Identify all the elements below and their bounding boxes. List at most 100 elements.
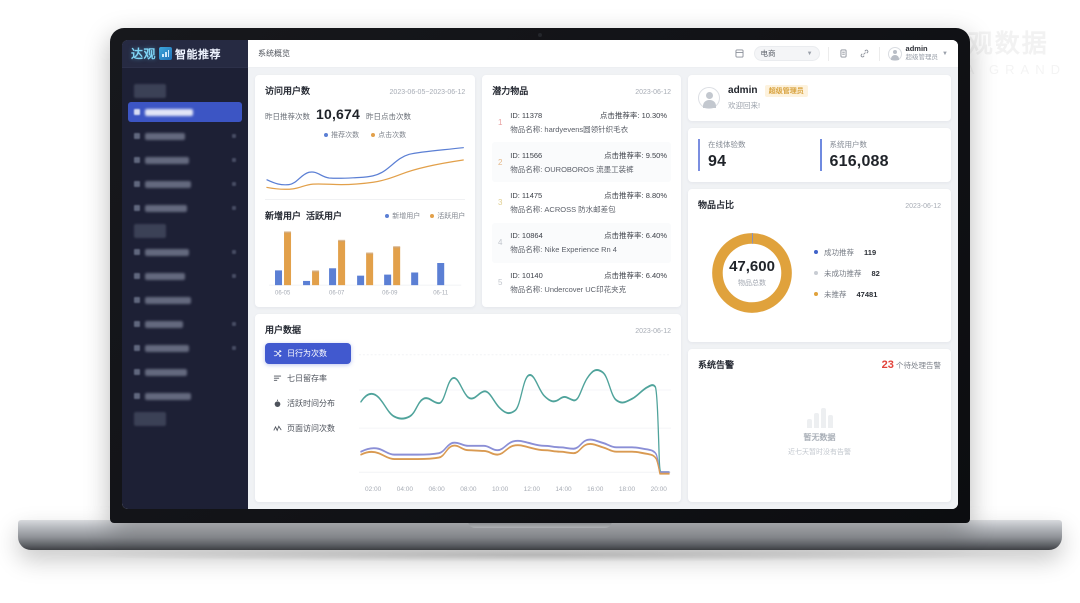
card-date: 2023-06-12 xyxy=(905,203,941,210)
sidebar-item-2[interactable] xyxy=(128,126,242,146)
empty-chart-icon xyxy=(806,407,833,428)
list-item[interactable]: 2 ID: 11566 点击推荐率: 9.50% 物品名称: OUROBORO xyxy=(492,142,672,183)
item-line-top: ID: 11378 点击推荐率: 10.30% xyxy=(510,110,667,121)
tab-label: 活跃时间分布 xyxy=(287,399,335,408)
legend-item[interactable]: 点击次数 xyxy=(371,130,406,140)
sidebar: 达观 智能推荐 xyxy=(122,40,248,509)
item-rank: 5 xyxy=(498,278,503,288)
item-rank: 3 xyxy=(498,198,503,207)
sidebar-item-icon xyxy=(134,321,140,327)
svg-text:06-05: 06-05 xyxy=(275,290,291,297)
sidebar-item-12[interactable] xyxy=(128,386,242,406)
chart-canvas xyxy=(359,343,672,484)
app-body: 达观 智能推荐 xyxy=(122,40,958,509)
stat-label-recommend: 昨日推荐次数 xyxy=(265,112,310,121)
bar-title-new: 新增用户 xyxy=(265,211,302,222)
alarm-count: 23 个待处理告警 xyxy=(882,359,941,371)
list-item[interactable]: 4 ID: 10864 点击推荐率: 6.40% 物品名称: Nike Exp xyxy=(492,222,672,263)
list-item[interactable]: 5 ID: 10140 点击推荐率: 6.40% 物品名称: Undercov xyxy=(492,263,671,303)
sidebar-item-9[interactable] xyxy=(128,314,242,334)
legend-label: 推荐次数 xyxy=(331,132,360,139)
doc-icon[interactable] xyxy=(837,47,850,60)
item-body: ID: 10140 点击推荐率: 6.40% 物品名称: Undercover … xyxy=(510,270,667,295)
tab-seven-day-retention[interactable]: 七日留存率 xyxy=(265,368,351,389)
item-rank: 2 xyxy=(498,157,503,167)
legend-item[interactable]: 新增用户 xyxy=(385,211,420,221)
card-header: 系统告警 23 个待处理告警 xyxy=(698,358,941,371)
role-badge: 超级管理员 xyxy=(764,85,808,97)
sidebar-item-label xyxy=(145,368,187,376)
chevron-right-icon xyxy=(232,158,236,162)
sidebar-item-6[interactable] xyxy=(128,242,242,262)
sidebar-group-title xyxy=(134,412,166,426)
item-ratio-donut-chart: 47,600 物品总数 xyxy=(704,225,800,321)
list-item[interactable]: 1 ID: 11378 点击推荐率: 10.30% 物品名称: hardyev xyxy=(492,102,671,142)
legend-item[interactable]: 未推荐 47481 xyxy=(814,289,941,300)
legend-item[interactable]: 活跃用户 xyxy=(430,211,465,221)
sidebar-item-11[interactable] xyxy=(128,362,242,382)
brand-logo[interactable]: 达观 智能推荐 xyxy=(122,40,248,68)
tab-active-time-distribution[interactable]: 活跃时间分布 xyxy=(265,393,351,414)
sidebar-item-label xyxy=(145,296,191,304)
welcome-user-name: admin xyxy=(728,85,758,97)
sidebar-nav xyxy=(122,68,248,509)
visit-users-card: 访问用户数 2023-06-05~2023-06-12 昨日推荐次数 10,67… xyxy=(255,75,476,307)
sidebar-item-overview[interactable] xyxy=(128,102,242,122)
legend-label: 活跃用户 xyxy=(437,212,466,220)
legend-dot-icon xyxy=(430,213,435,218)
sidebar-item-5[interactable] xyxy=(128,198,242,218)
legend-item[interactable]: 未成功推荐 82 xyxy=(814,268,941,279)
chevron-right-icon xyxy=(232,274,236,278)
sidebar-item-icon xyxy=(134,393,140,399)
kpi-card: 在线体验数 94 系统用户数 616,088 xyxy=(688,128,951,182)
user-role: 超级管理员 xyxy=(905,54,939,62)
chevron-right-icon xyxy=(232,322,236,326)
main-column: 系统概览 电商 ▼ xyxy=(248,40,958,509)
legend-item[interactable]: 推荐次数 xyxy=(324,130,359,140)
user-data-body: 日行为次数 七日留存率 xyxy=(265,343,672,493)
kpi-label: 在线体验数 xyxy=(708,140,746,149)
sidebar-item-7[interactable] xyxy=(128,266,242,286)
laptop-shadow xyxy=(60,548,1020,562)
layout-icon[interactable] xyxy=(733,47,746,60)
bar-chart-legend: 新增用户 活跃用户 xyxy=(385,211,465,221)
chevron-down-icon: ▼ xyxy=(942,50,948,57)
potential-items-card: 潜力物品 2023-06-12 1 xyxy=(482,75,682,307)
tab-page-visits[interactable]: 页面访问次数 xyxy=(265,418,351,439)
sidebar-item-label xyxy=(145,132,185,140)
sidebar-item-4[interactable] xyxy=(128,174,242,194)
page-title: 系统概览 xyxy=(258,49,290,58)
legend-item[interactable]: 成功推荐 119 xyxy=(814,247,941,258)
topbar: 系统概览 电商 ▼ xyxy=(248,40,958,68)
legend-label: 成功推荐 xyxy=(824,247,855,257)
funnel-icon xyxy=(273,375,282,381)
chevron-down-icon: ▼ xyxy=(806,50,813,57)
brand-name: 达观 xyxy=(131,47,157,61)
sidebar-item-8[interactable] xyxy=(128,290,242,310)
sidebar-item-label xyxy=(145,108,193,116)
sidebar-item-10[interactable] xyxy=(128,338,242,358)
card-title: 系统告警 xyxy=(698,360,735,370)
sidebar-item-icon xyxy=(134,109,140,115)
item-name: 物品名称: Nike Experience Rn 4 xyxy=(510,245,617,255)
axis-tick: 14:00 xyxy=(555,486,572,493)
sidebar-item-3[interactable] xyxy=(128,150,242,170)
item-id: ID: 11475 xyxy=(510,191,543,200)
sidebar-group-title xyxy=(134,84,166,98)
sidebar-item-label xyxy=(145,272,185,280)
empty-state: 暂无数据 近七天暂时没有告警 xyxy=(698,371,941,493)
scene-selector[interactable]: 电商 ▼ xyxy=(753,46,820,61)
user-menu[interactable]: admin 超级管理员 ▼ xyxy=(887,45,948,62)
right-column: admin 超级管理员 欢迎回来! 在线体验数 xyxy=(688,75,951,502)
dashboard-content: 访问用户数 2023-06-05~2023-06-12 昨日推荐次数 10,67… xyxy=(248,68,958,509)
axis-tick: 18:00 xyxy=(618,486,636,493)
tab-daily-behavior[interactable]: 日行为次数 xyxy=(265,343,351,364)
user-data-card: 用户数据 2023-06-12 xyxy=(255,314,682,502)
tab-label: 七日留存率 xyxy=(287,374,327,383)
link-icon[interactable] xyxy=(858,47,871,60)
item-name: 物品名称: hardyevens圆领针织毛衣 xyxy=(510,124,629,134)
list-item[interactable]: 3 ID: 11475 点击推荐率: 8.80% 物品名称: ACROSS 防 xyxy=(492,182,671,222)
laptop-base xyxy=(18,520,1062,550)
item-rank: 4 xyxy=(498,238,503,248)
legend-label: 新增用户 xyxy=(392,212,421,220)
